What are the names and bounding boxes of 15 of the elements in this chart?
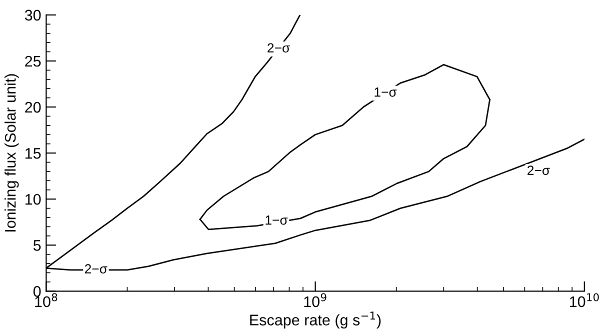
y-tick-label: 10: [26, 194, 41, 205]
x-tick-label: 10$^{9}$: [304, 293, 326, 308]
y-tick-label: 30: [24, 10, 41, 21]
y-tick-label: 25: [25, 56, 41, 67]
y-tick-label: 5: [33, 240, 41, 251]
annotation: 1−σ: [266, 216, 288, 225]
y-axis-title: Ionizing flux (Solar unit): [4, 74, 19, 232]
x-axis-title: Escape rate (g s$^{−1}$): [250, 312, 381, 328]
annotation: 2−σ: [84, 264, 108, 274]
x-tick-label: 10$^{10}$: [570, 293, 599, 308]
y-tick-label: 15: [26, 148, 41, 159]
y-tick-label: 20: [25, 102, 41, 113]
annotation: 1−σ: [374, 88, 397, 97]
annotation: 2−σ: [528, 166, 550, 176]
annotation: 2−σ: [268, 43, 290, 53]
